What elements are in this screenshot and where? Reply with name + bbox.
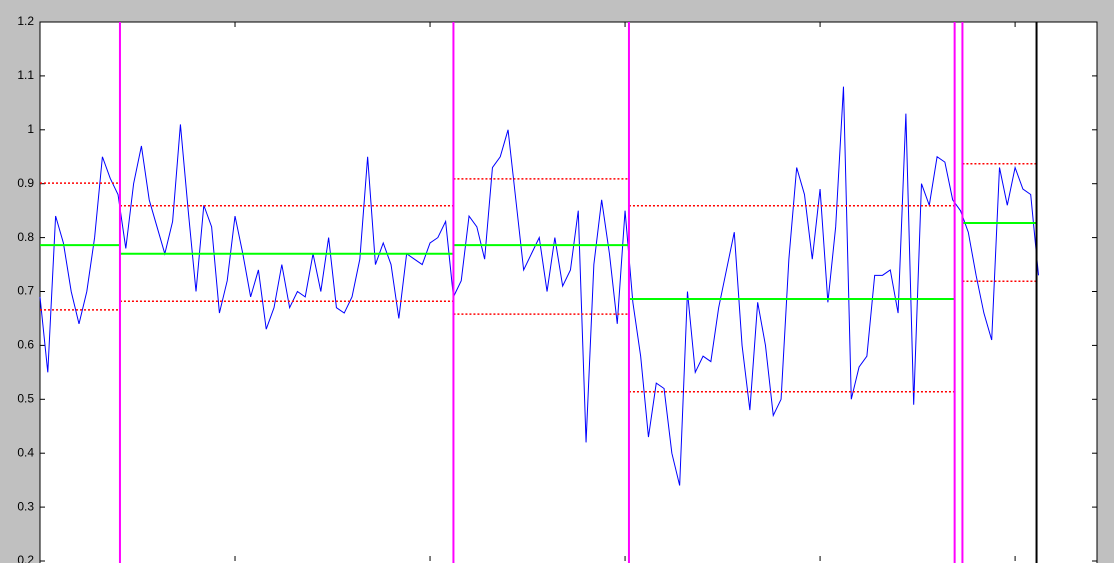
y-tick-label: 0.3 xyxy=(17,499,34,513)
y-tick-label: 0.8 xyxy=(17,230,34,244)
y-tick-label: 0.4 xyxy=(17,445,34,459)
y-tick-label: 1 xyxy=(27,122,34,136)
y-tick-label: 1.1 xyxy=(17,68,34,82)
y-tick-label: 0.5 xyxy=(17,391,34,405)
y-tick-label: 0.6 xyxy=(17,338,34,352)
plot-area xyxy=(39,21,1098,563)
data-line xyxy=(39,86,1039,486)
y-tick-label: 0.9 xyxy=(17,176,34,190)
y-tick-label: 1.2 xyxy=(17,14,34,28)
y-tick-label: 0.2 xyxy=(17,553,34,563)
y-tick-label: 0.7 xyxy=(17,284,34,298)
